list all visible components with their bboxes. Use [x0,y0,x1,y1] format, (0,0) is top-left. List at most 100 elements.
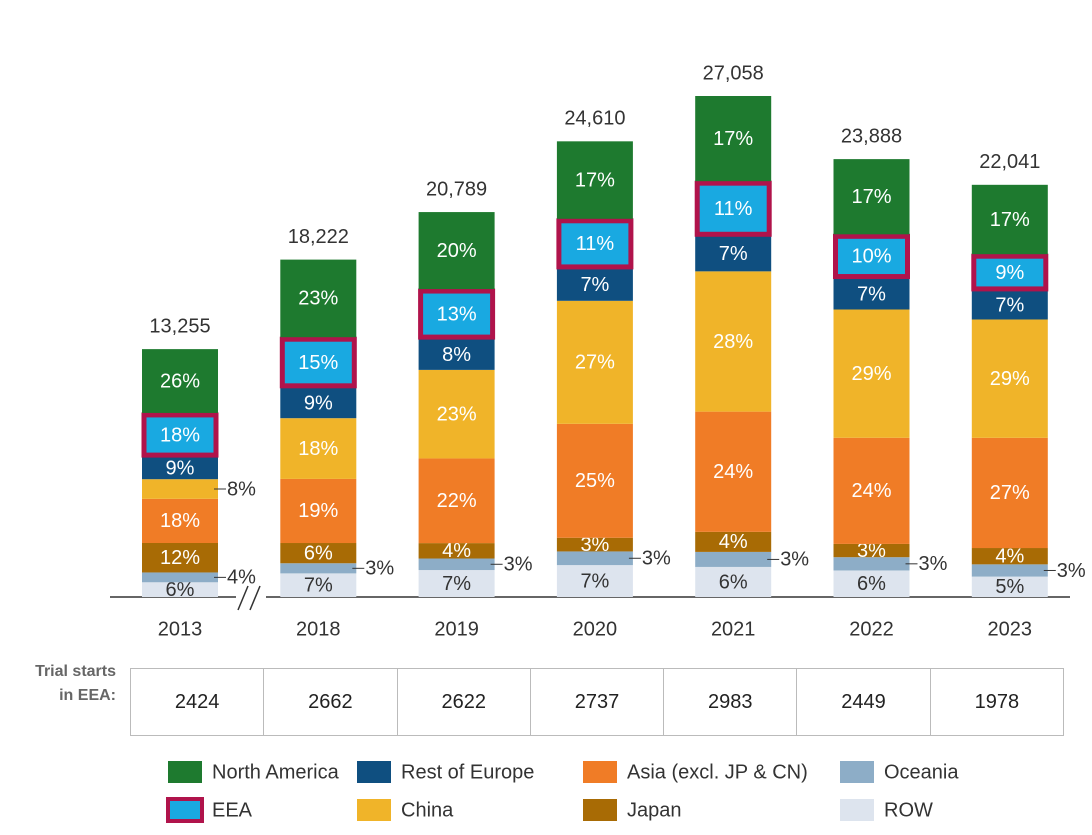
bar-segment [418,339,495,370]
value-label: 3% [642,548,671,570]
value-label: 17% [713,128,753,150]
bar-segment [833,543,910,558]
bar-segment [142,457,218,480]
legend-swatch [166,797,204,823]
bar-segment [280,337,357,388]
total-label: 27,058 [703,62,764,84]
x-tick-label: 2022 [849,618,894,640]
bar-segment [556,218,633,269]
bar-segment [971,254,1048,291]
highlight-border [833,233,910,280]
value-label: 27% [575,352,615,374]
legend-label: ROW [884,799,933,821]
bar-segment [971,548,1048,565]
bar-segment [833,557,910,571]
x-tick-label: 2013 [158,618,203,640]
legend-swatch [168,761,202,783]
total-label: 13,255 [149,315,210,337]
value-label: 20% [437,240,477,262]
value-label: 7% [442,573,471,595]
total-label: 18,222 [288,226,349,248]
bar-segment [280,418,357,479]
value-label: 3% [580,534,609,556]
legend-swatch [840,799,874,821]
legend-swatch [583,761,617,783]
highlight-border [418,288,496,340]
table: 2424 2662 2622 2737 2983 2449 1978 [130,668,1064,736]
value-label: 7% [304,574,333,596]
bar-segment [142,543,218,573]
total-label: 24,610 [564,108,625,130]
value-label: 9% [166,457,195,479]
table-cell: 1978 [974,690,1020,713]
value-label: 24% [851,480,891,502]
highlight-border [694,180,772,237]
table-cell: 2424 [131,669,265,735]
value-label: 3% [919,553,948,575]
bar-segment [833,159,910,235]
bar-segment [695,271,772,412]
bar-segment [280,543,357,564]
table-cell: 2622 [398,669,531,735]
value-label: 10% [851,246,891,268]
bar-segment [418,558,495,571]
value-label: 6% [857,573,886,595]
value-label: 7% [719,243,748,265]
total-label: 20,789 [426,178,487,200]
value-label: 5% [995,576,1024,598]
value-label: 8% [442,344,471,366]
bar-segment [418,543,495,559]
bar-segment [695,566,772,597]
bar-segment [142,498,218,544]
value-label: 11% [576,233,615,255]
value-label: 17% [575,169,615,191]
total-label: 22,041 [979,151,1040,173]
legend-label: Japan [627,799,682,821]
value-label: 9% [304,392,333,414]
value-label: 18% [298,438,338,460]
bar-segment [556,551,633,566]
value-label: 13% [437,303,477,325]
legend-label: Oceania [884,761,959,783]
value-label: 18% [160,510,200,532]
bar-segment [833,309,910,438]
bar-segment [971,576,1048,597]
legend-swatch [840,761,874,783]
bar-segment [280,563,357,574]
value-label: 6% [304,542,333,564]
value-label: 19% [298,500,338,522]
value-label: 17% [851,186,891,208]
bar-segment [280,259,357,338]
value-label: 4% [719,531,748,553]
value-label: 23% [437,403,477,425]
value-label: 4% [442,540,471,562]
legend-label: China [401,799,454,821]
legend-label: Asia (excl. JP & CN) [627,761,808,783]
axis-break [249,585,261,611]
value-label: 29% [851,363,891,385]
value-label: 9% [995,262,1024,284]
x-tick-label: 2021 [711,618,756,640]
bar-segment [280,573,357,597]
value-label: 26% [160,370,200,392]
value-label: 25% [575,470,615,492]
bar-segment [280,478,357,544]
bar-segment [142,479,218,499]
bar-segment [418,369,495,459]
value-label: 7% [995,294,1024,316]
bar-segment [695,411,772,532]
value-label: 3% [780,549,809,571]
bar-segment [971,184,1048,255]
x-tick-label: 2020 [573,618,618,640]
value-label: 4% [227,567,256,589]
legend-swatch [357,761,391,783]
value-label: 6% [719,571,748,593]
bar-segment [971,437,1048,549]
x-tick-label: 2018 [296,618,341,640]
bar-segment [556,141,633,219]
bar-segment [833,234,910,279]
value-label: 23% [298,288,338,310]
bar-segment [142,349,218,413]
bar-segment [695,531,772,552]
